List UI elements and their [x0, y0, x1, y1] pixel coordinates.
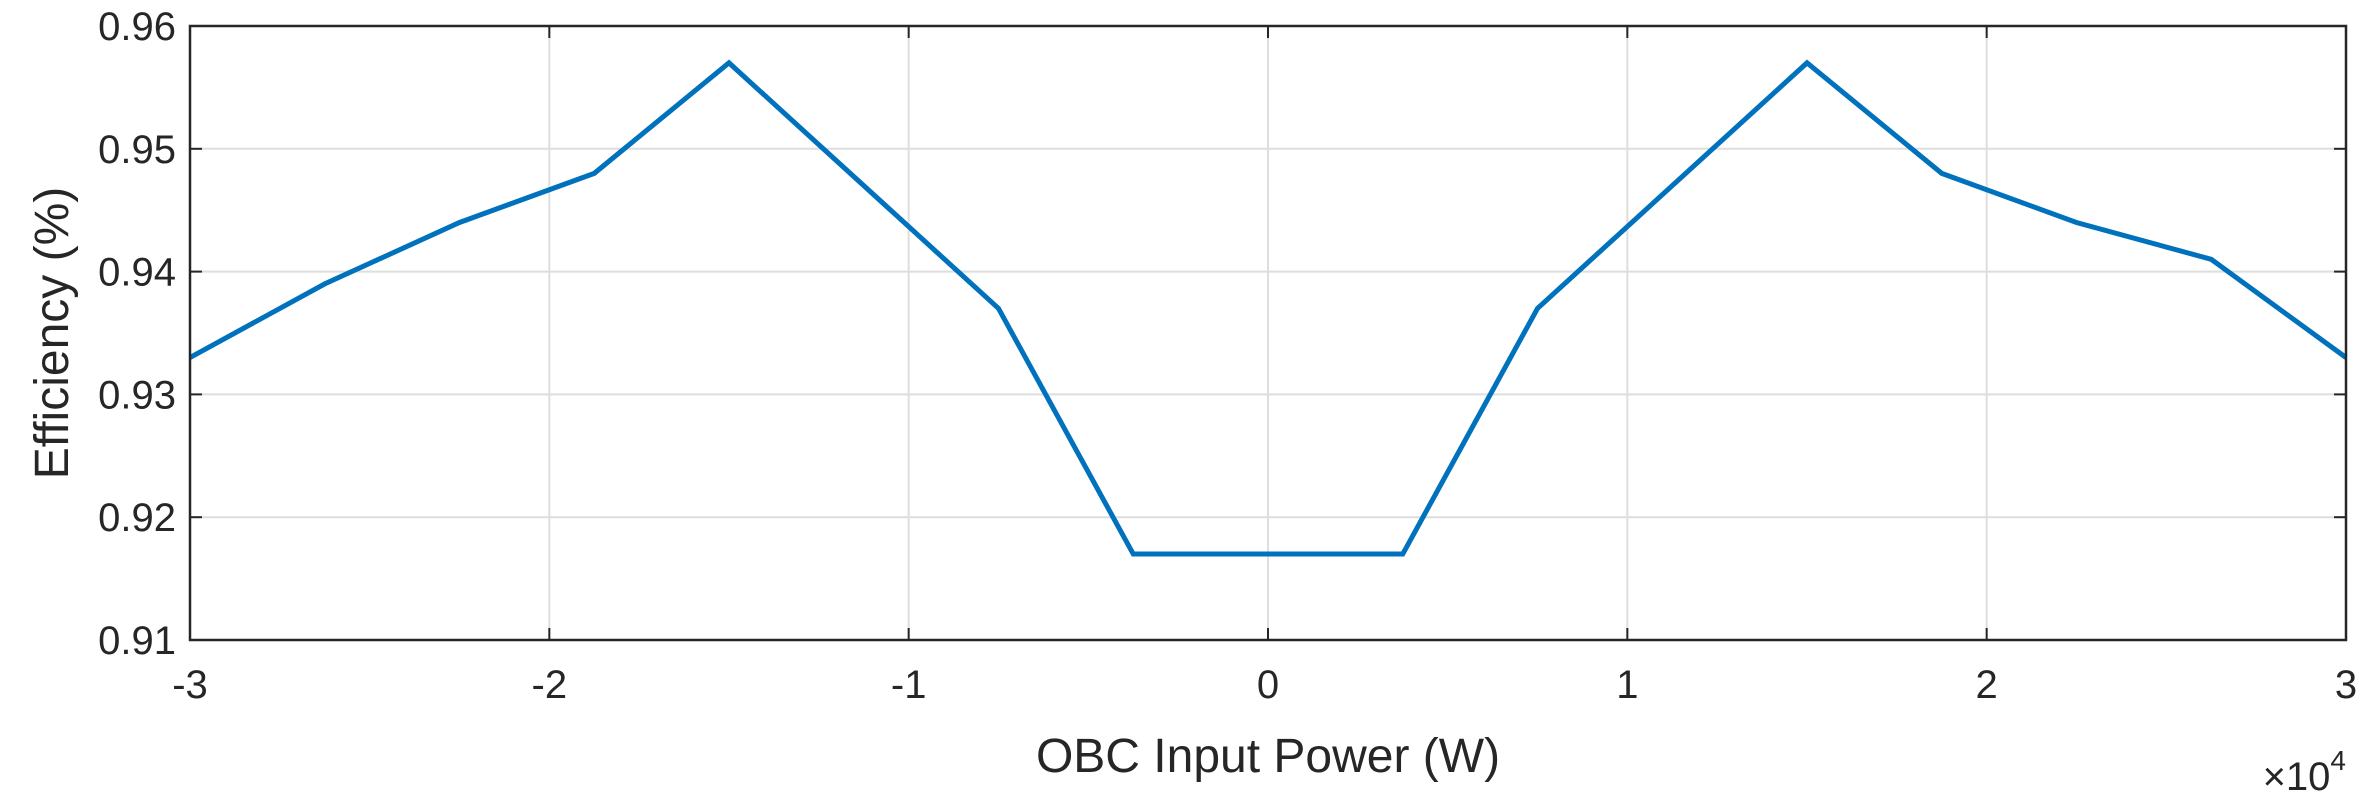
- x-axis-exponent-base: ×10: [2263, 755, 2331, 799]
- y-axis-ticks: 0.91 0.92 0.93 0.94 0.95 0.96: [98, 5, 2346, 663]
- x-tick-label: -2: [532, 663, 568, 707]
- x-tick-label: 3: [2335, 663, 2357, 707]
- grid-lines: [190, 26, 2346, 640]
- y-tick-label: 0.91: [98, 619, 176, 663]
- x-tick-label: 2: [1976, 663, 1998, 707]
- y-tick-label: 0.92: [98, 496, 176, 540]
- x-tick-label: 0: [1257, 663, 1279, 707]
- y-axis-label: Efficiency (%): [26, 187, 79, 480]
- x-axis-exponent: ×104: [2263, 745, 2346, 799]
- x-axis-ticks: -3 -2 -1 0 1 2 3: [172, 26, 2357, 707]
- x-tick-label: -3: [172, 663, 208, 707]
- x-axis-exponent-power: 4: [2330, 745, 2346, 776]
- y-tick-label: 0.96: [98, 5, 176, 49]
- y-tick-label: 0.94: [98, 251, 176, 295]
- y-tick-label: 0.93: [98, 373, 176, 417]
- x-axis-label: OBC Input Power (W): [1036, 730, 1500, 783]
- x-tick-label: -1: [891, 663, 927, 707]
- efficiency-series-line: [188, 59, 2348, 557]
- y-tick-label: 0.95: [98, 128, 176, 172]
- x-tick-label: 1: [1616, 663, 1638, 707]
